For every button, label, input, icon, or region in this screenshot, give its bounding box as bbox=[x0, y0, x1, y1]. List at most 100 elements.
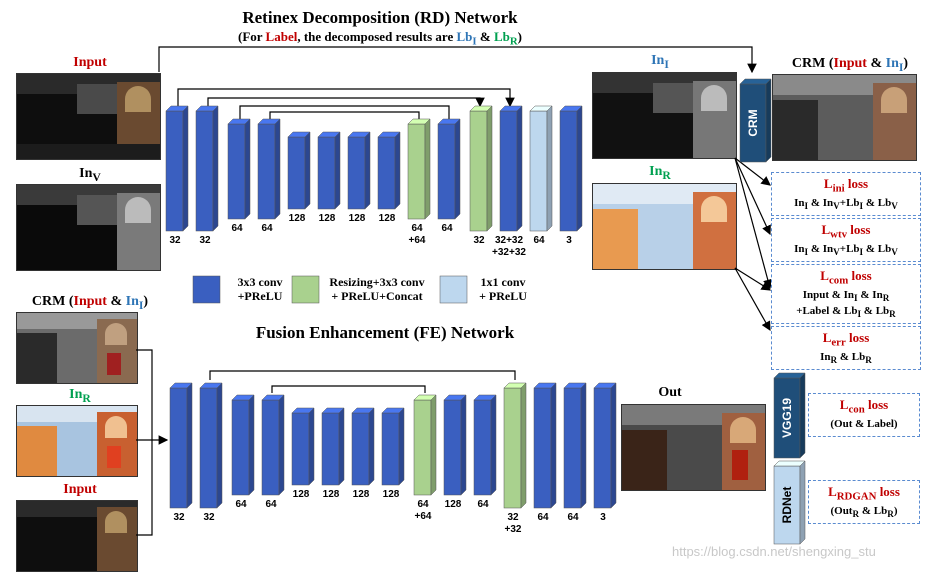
inr-right-image bbox=[592, 183, 737, 270]
rd-layer-6 bbox=[317, 131, 341, 210]
crm-right-label: CRM (Input & InI) bbox=[791, 56, 909, 74]
rd-layer-label: 128 bbox=[378, 213, 396, 224]
rd-layer-12 bbox=[499, 105, 523, 232]
rd-layer-label: 128 bbox=[318, 213, 336, 224]
watermark-text: https://blog.csdn.net/shengxing_stu bbox=[672, 544, 876, 559]
rd-layer-label: 32 bbox=[473, 235, 485, 246]
loss-wtv-box: Lwtv loss InI & InV+LbI & LbV bbox=[771, 218, 921, 262]
loss-wtv-body: InI & InV+LbI & LbV bbox=[794, 242, 898, 257]
loss-err-box: Lerr loss InR & LbR bbox=[771, 326, 921, 370]
rd-skip-4 bbox=[239, 105, 450, 121]
inr-left-label: InR bbox=[69, 387, 91, 405]
loss-ini-body: InI & InV+LbI & LbV bbox=[794, 196, 898, 211]
rd-network-title: Retinex Decomposition (RD) Network bbox=[242, 8, 518, 27]
vgg-module-label bbox=[773, 384, 803, 444]
fe-input-bracket bbox=[136, 349, 167, 536]
inr-right-label: InR bbox=[649, 164, 671, 182]
fe-network-title: Fusion Enhancement (FE) Network bbox=[255, 323, 515, 342]
rd-skip-2 bbox=[207, 97, 485, 108]
crm-left-image bbox=[16, 312, 138, 384]
inv-label: InV bbox=[79, 166, 101, 184]
fe-layer-2 bbox=[199, 382, 223, 509]
rd-layer-label: 64 +64 bbox=[408, 223, 426, 246]
inr-to-com-arrow bbox=[734, 267, 772, 291]
rd-layer-13 bbox=[529, 105, 553, 232]
rd-layer-label: 32+32 +32+32 bbox=[492, 235, 526, 258]
fe-layer-8 bbox=[381, 407, 405, 486]
loss-rdgan-body: (OutR & LbR) bbox=[830, 504, 898, 519]
fe-layer-label: 128 bbox=[382, 489, 400, 500]
rd-layer-11 bbox=[469, 105, 493, 232]
fe-skip-1 bbox=[209, 370, 516, 380]
vgg-module-text: VGG19 bbox=[780, 398, 794, 438]
fe-layer-10 bbox=[443, 394, 467, 496]
out-label: Out bbox=[658, 385, 682, 400]
fe-layer-7 bbox=[351, 407, 375, 486]
input-to-crm-line bbox=[158, 46, 757, 74]
inr-left-image bbox=[16, 405, 138, 477]
rd-layer-label: 32 bbox=[169, 235, 181, 246]
crm-module bbox=[739, 78, 772, 163]
fe-layer-3 bbox=[231, 394, 255, 496]
fe-layers bbox=[169, 382, 617, 509]
fe-layer-label: 3 bbox=[600, 512, 606, 523]
rdnet-module-label bbox=[773, 470, 803, 540]
input-bottom-label: Input bbox=[63, 482, 97, 497]
rd-layer-label: 128 bbox=[348, 213, 366, 224]
legend-resize-text: Resizing+3x3 conv + PReLU+Concat bbox=[329, 275, 425, 303]
rd-layer-9 bbox=[407, 118, 431, 220]
fe-layer-label: 64 bbox=[477, 499, 489, 510]
loss-ini-box: Lini loss InI & InV+LbI & LbV bbox=[771, 172, 921, 216]
rd-skip-3 bbox=[269, 111, 420, 121]
fe-layer-label: 64 bbox=[567, 512, 579, 523]
rd-layer-2 bbox=[195, 105, 219, 232]
fe-layer-label: 128 bbox=[352, 489, 370, 500]
input-top-label: Input bbox=[73, 55, 107, 70]
rd-layer-14 bbox=[559, 105, 583, 232]
fe-layer-15 bbox=[593, 382, 617, 509]
rd-layer-label: 64 bbox=[441, 223, 453, 234]
loss-com-body2: +Label & LbI & LbR bbox=[796, 304, 896, 319]
legend-swatches bbox=[192, 275, 468, 304]
fe-layer-9 bbox=[413, 394, 437, 496]
legend-swatch-conv bbox=[192, 275, 221, 304]
fe-layer-5 bbox=[291, 407, 315, 486]
rd-network-subtitle: (For Label, the decomposed results are L… bbox=[237, 29, 523, 48]
vgg-module bbox=[773, 372, 806, 459]
rd-layer-5 bbox=[287, 131, 311, 210]
crm-to-com-arrow bbox=[734, 157, 773, 290]
legend-conv-text: 3x3 conv +PReLU bbox=[237, 275, 283, 303]
loss-con-box: Lcon loss (Out & Label) bbox=[808, 393, 920, 437]
fe-layer-14 bbox=[563, 382, 587, 509]
rd-layer-1 bbox=[165, 105, 189, 232]
fe-skip-2 bbox=[271, 385, 426, 393]
loss-rdgan-box: LRDGAN loss (OutR & LbR) bbox=[808, 480, 920, 524]
inr-to-err-arrow bbox=[734, 267, 771, 332]
fe-layer-6 bbox=[321, 407, 345, 486]
rd-layer-label: 64 bbox=[231, 223, 243, 234]
fe-layer-label: 64 bbox=[265, 499, 277, 510]
rd-skip-1 bbox=[177, 88, 515, 108]
rd-layer-7 bbox=[347, 131, 371, 210]
rdnet-module bbox=[773, 460, 806, 545]
rd-layer-label: 64 bbox=[261, 223, 273, 234]
legend-swatch-resize bbox=[291, 275, 320, 304]
fe-layer-label: 128 bbox=[444, 499, 462, 510]
rdnet-module-text: RDNet bbox=[780, 487, 794, 524]
fe-layer-label: 64 bbox=[537, 512, 549, 523]
rd-layer-label: 3 bbox=[566, 235, 572, 246]
crm-left-label: CRM (Input & InI) bbox=[31, 294, 149, 312]
crm-module-text: CRM bbox=[746, 109, 760, 136]
rd-layer-label: 32 bbox=[199, 235, 211, 246]
fe-layer-label: 128 bbox=[322, 489, 340, 500]
fe-layer-label: 64 bbox=[235, 499, 247, 510]
fe-layer-1 bbox=[169, 382, 193, 509]
fe-layer-label: 64 +64 bbox=[414, 499, 432, 522]
rd-layer-4 bbox=[257, 118, 281, 220]
fe-layer-12 bbox=[503, 382, 527, 509]
rd-layers bbox=[165, 105, 583, 232]
fe-layer-label: 32 bbox=[203, 512, 215, 523]
input-image-bottom bbox=[16, 500, 138, 572]
inv-image bbox=[16, 184, 161, 271]
